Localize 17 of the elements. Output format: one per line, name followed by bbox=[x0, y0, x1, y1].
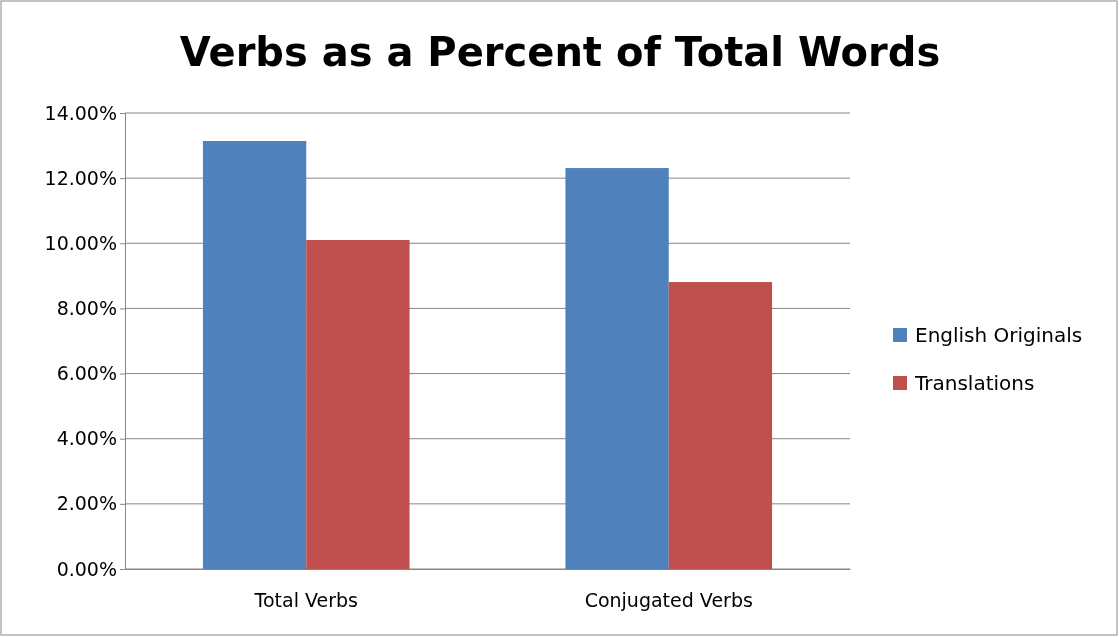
y-tick-label: 2.00% bbox=[56, 492, 117, 515]
legend-label: English Originals bbox=[915, 323, 1083, 347]
y-tick-label: 4.00% bbox=[56, 427, 117, 450]
bar bbox=[565, 168, 669, 569]
bar bbox=[202, 141, 307, 569]
y-tick-label: 14.00% bbox=[44, 101, 117, 124]
y-tick-label: 8.00% bbox=[56, 297, 117, 320]
y-tick-label: 0.00% bbox=[56, 557, 117, 580]
x-tick-label: Conjugated Verbs bbox=[584, 589, 753, 612]
chart-title: Verbs as a Percent of Total Words bbox=[179, 29, 941, 75]
legend-label: Translations bbox=[914, 371, 1035, 395]
y-tick-label: 12.00% bbox=[44, 166, 117, 189]
bar bbox=[306, 240, 410, 569]
y-tick-label: 10.00% bbox=[44, 231, 117, 254]
x-tick-label: Total Verbs bbox=[253, 589, 358, 612]
bar bbox=[668, 282, 773, 569]
y-tick-label: 6.00% bbox=[56, 362, 117, 385]
